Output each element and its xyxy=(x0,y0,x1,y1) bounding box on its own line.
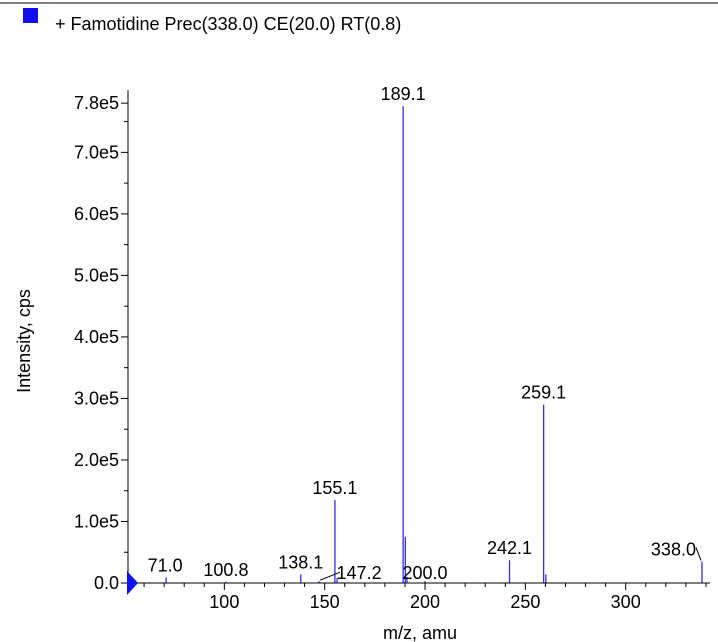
peaks-layer xyxy=(165,106,703,583)
y-axis-title: Intensity, cps xyxy=(14,289,34,393)
y-tick-label: 6.0e5 xyxy=(74,204,119,224)
x-axis-title: m/z, amu xyxy=(383,623,457,642)
peak-label: 138.1 xyxy=(278,552,323,572)
peak-label: 71.0 xyxy=(148,555,183,575)
legend-label: + Famotidine Prec(338.0) CE(20.0) RT(0.8… xyxy=(55,14,401,34)
peak-label: 100.8 xyxy=(203,560,248,580)
peak-label: 338.0 xyxy=(651,539,696,559)
x-tick-label: 150 xyxy=(310,592,340,612)
y-tick-label: 1.0e5 xyxy=(74,511,119,531)
y-tick-label: 5.0e5 xyxy=(74,265,119,285)
y-tick-label: 0.0 xyxy=(94,573,119,593)
peak-label: 155.1 xyxy=(312,478,357,498)
peak-label: 242.1 xyxy=(487,538,532,558)
x-tick-label: 100 xyxy=(209,592,239,612)
label-leader xyxy=(695,547,702,561)
y-tick-label: 7.8e5 xyxy=(74,93,119,113)
peak-label: 147.2 xyxy=(337,563,382,583)
y-tick-label: 4.0e5 xyxy=(74,327,119,347)
peak-label: 200.0 xyxy=(402,563,447,583)
y-tick-label: 2.0e5 xyxy=(74,450,119,470)
threshold-marker-icon xyxy=(127,571,138,595)
peak-labels-layer: 71.0 100.8 138.1 147.2 155.1 189.1 200.0 242.1 2… xyxy=(148,84,702,583)
x-tick-label: 300 xyxy=(611,592,641,612)
peak-label: 189.1 xyxy=(381,84,426,104)
label-leader xyxy=(319,571,341,581)
y-ticks-layer: 0.0 1.0e5 2.0e5 3.0e5 4.0e5 5.0e5 6.0e5 7.0e5 7.… xyxy=(74,93,128,593)
x-ticks-layer: 100 150 200 250 300 xyxy=(143,583,707,612)
x-tick-label: 200 xyxy=(410,592,440,612)
x-tick-label: 250 xyxy=(510,592,540,612)
peak-label: 259.1 xyxy=(521,383,566,403)
y-tick-label: 7.0e5 xyxy=(74,142,119,162)
legend-swatch xyxy=(23,8,38,23)
y-tick-label: 3.0e5 xyxy=(74,388,119,408)
